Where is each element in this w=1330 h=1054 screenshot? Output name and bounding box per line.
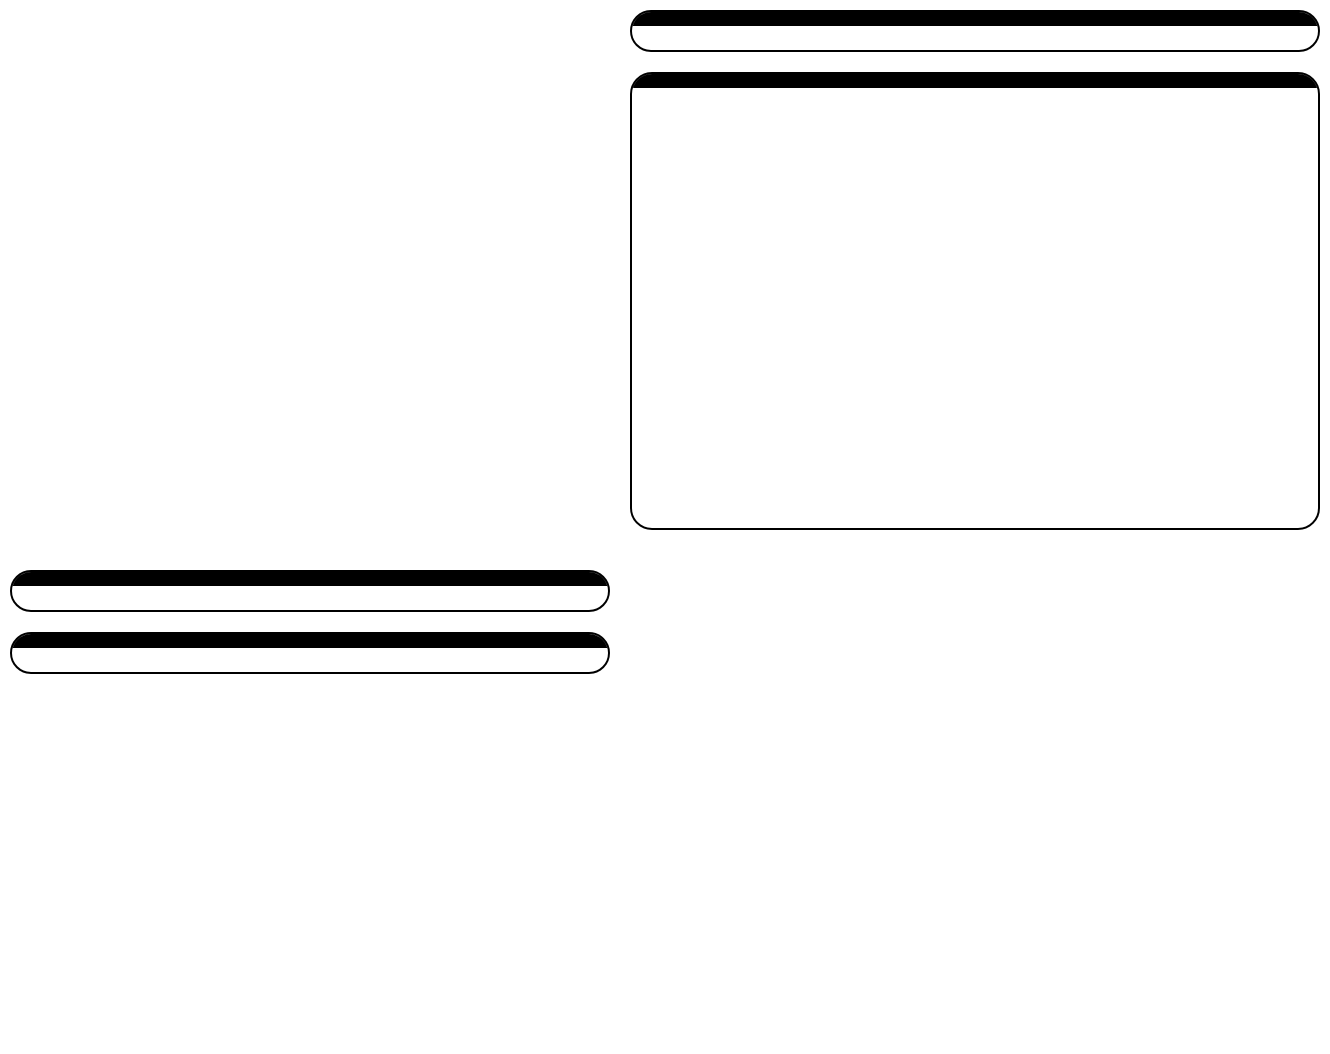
impedance-chart	[644, 96, 1304, 506]
chart-caption	[644, 506, 1306, 522]
impedance-title	[632, 74, 1318, 88]
features-title	[12, 572, 608, 586]
applications-title	[12, 634, 608, 648]
applications-panel	[10, 632, 610, 674]
impedance-panel	[630, 72, 1320, 530]
features-panel	[10, 570, 610, 612]
parameters-title	[632, 12, 1318, 26]
dimensional-diagram	[10, 10, 610, 570]
parameters-panel	[630, 10, 1320, 52]
